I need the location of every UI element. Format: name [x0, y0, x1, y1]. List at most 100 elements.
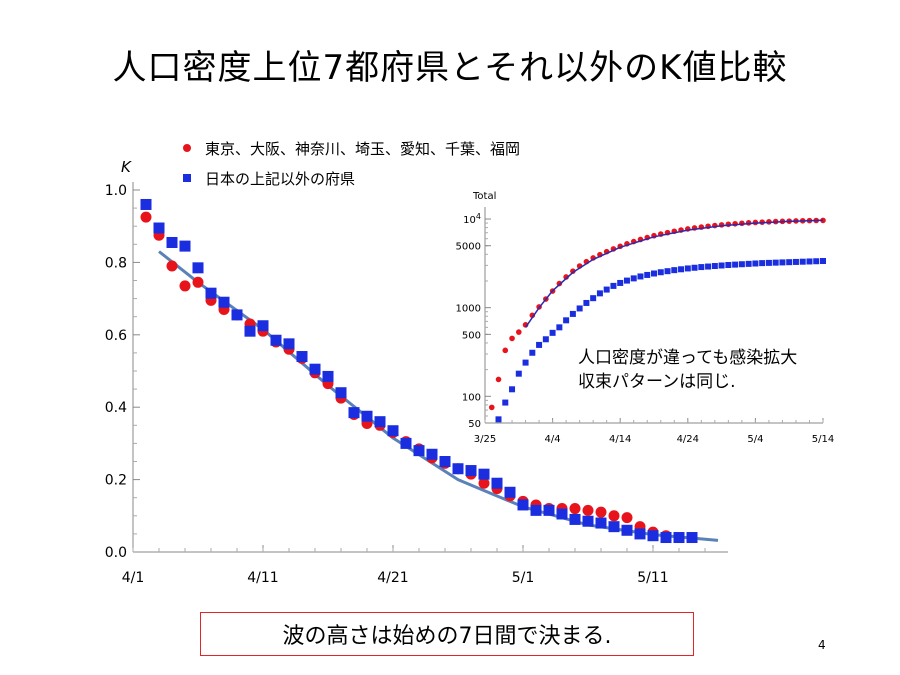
main-point-series-b — [192, 262, 204, 274]
inset-point-series-b — [610, 282, 617, 289]
inset-point-series-a — [509, 335, 515, 342]
inset-point-series-b — [664, 268, 671, 275]
inset-point-series-a — [570, 268, 576, 274]
main-point-series-b — [582, 515, 594, 527]
inset-fit-line — [524, 219, 824, 328]
main-point-series-b — [452, 463, 464, 475]
main-point-series-b — [244, 325, 256, 337]
inset-point-series-b — [495, 416, 502, 423]
inset-point-series-a — [516, 329, 522, 335]
legend: 東京、大阪、神奈川、埼玉、愛知、千葉、福岡 日本の上記以外の府県 — [183, 133, 520, 193]
inset-point-series-b — [637, 273, 644, 280]
main-point-series-b — [166, 236, 178, 248]
main-y-tick-label: 0.6 — [105, 328, 127, 344]
inset-point-series-b — [556, 324, 563, 331]
main-point-series-a — [621, 512, 633, 524]
inset-point-series-b — [630, 275, 637, 282]
main-point-series-b — [153, 222, 165, 234]
main-y-tick-label: 0.0 — [105, 545, 127, 561]
inset-point-series-b — [772, 259, 779, 266]
main-point-series-b — [595, 517, 607, 529]
inset-point-series-b — [806, 258, 813, 265]
legend-row-series-b: 日本の上記以外の府県 — [183, 163, 520, 193]
main-point-series-a — [478, 477, 490, 489]
main-point-series-b — [465, 465, 477, 477]
main-point-series-b — [530, 504, 542, 516]
inset-point-series-b — [792, 258, 799, 265]
main-point-series-a — [569, 503, 581, 515]
main-point-series-b — [413, 445, 425, 457]
inset-point-series-b — [725, 261, 732, 268]
inset-point-series-b — [745, 260, 752, 267]
inset-x-tick-label: 4/24 — [677, 434, 699, 445]
inset-y-tick-label: 100 — [462, 392, 481, 403]
inset-point-series-b — [515, 370, 522, 377]
inset-x-tick-label: 3/25 — [474, 434, 496, 445]
inset-y-tick-label: 5000 — [456, 242, 481, 253]
main-x-tick-label: 4/21 — [377, 570, 408, 586]
inset-y-axis-label: Total — [472, 191, 496, 202]
main-point-series-b — [569, 513, 581, 525]
main-point-series-b — [179, 240, 191, 252]
main-point-series-b — [322, 370, 334, 382]
inset-point-series-b — [684, 265, 691, 272]
inset-x-tick-label: 4/4 — [545, 434, 561, 445]
main-point-series-b — [426, 448, 438, 460]
inset-point-series-a — [488, 404, 495, 411]
inset-x-tick-label: 4/14 — [609, 434, 631, 445]
main-point-series-b — [231, 309, 243, 321]
inset-point-series-b — [779, 259, 786, 266]
inset-point-series-b — [718, 262, 725, 269]
inset-point-series-b — [617, 279, 624, 286]
main-point-series-b — [543, 504, 555, 516]
inset-point-series-b — [536, 341, 543, 348]
inset-y-tick-label: 104 — [463, 212, 481, 226]
main-point-series-b — [608, 521, 620, 533]
inset-point-series-b — [509, 386, 516, 393]
main-point-series-b — [634, 528, 646, 540]
main-point-series-a — [140, 211, 152, 223]
main-x-tick-label: 4/1 — [122, 570, 145, 586]
inset-point-series-b — [563, 317, 570, 324]
inset-point-series-b — [522, 359, 529, 366]
inset-point-series-b — [623, 277, 630, 284]
inset-point-series-b — [799, 258, 806, 265]
main-point-series-b — [283, 338, 295, 350]
main-y-tick-label: 0.2 — [105, 473, 127, 489]
inset-point-series-b — [576, 305, 583, 312]
inset-point-series-b — [765, 259, 772, 266]
inset-point-series-b — [786, 259, 793, 266]
main-point-series-b — [374, 416, 386, 428]
main-point-series-b — [660, 532, 672, 544]
main-point-series-b — [491, 477, 503, 489]
inset-axis-labels: 50 100 500 1000 5000 104 3/25 4/4 4/14 4/24 5/4 5/1… — [456, 191, 835, 445]
inset-point-series-b — [759, 260, 766, 267]
main-point-series-b — [361, 410, 373, 422]
main-point-series-b — [517, 499, 529, 511]
main-point-series-b — [556, 508, 568, 520]
inset-series-tokyo-group — [488, 217, 826, 411]
main-point-series-a — [179, 280, 191, 292]
main-point-series-b — [686, 532, 698, 544]
inset-point-series-b — [542, 336, 549, 343]
inset-point-series-b — [651, 270, 657, 277]
main-y-axis-label: K — [121, 158, 132, 176]
inset-point-series-b — [603, 286, 610, 293]
main-point-series-b — [348, 407, 360, 419]
inset-point-series-a — [502, 347, 509, 354]
inset-fit-curve — [524, 219, 824, 328]
inset-point-series-b — [732, 261, 739, 268]
inset-point-series-b — [569, 310, 576, 317]
main-axes — [132, 182, 728, 553]
inset-y-tick-label: 1000 — [456, 304, 481, 315]
inset-point-series-b — [752, 260, 759, 267]
legend-row-series-a: 東京、大阪、神奈川、埼玉、愛知、千葉、福岡 — [183, 133, 520, 163]
legend-circle-marker-icon — [183, 144, 191, 152]
main-point-series-b — [205, 287, 217, 299]
main-axis-labels: 0.0 0.2 0.4 0.6 0.8 1.0 4/1 4/11 4/21 5/1 5/11 K — [105, 158, 669, 586]
legend-label-series-b: 日本の上記以外の府県 — [205, 169, 356, 188]
main-point-series-b — [504, 486, 516, 498]
main-point-series-b — [387, 425, 399, 437]
main-point-series-b — [270, 334, 282, 346]
